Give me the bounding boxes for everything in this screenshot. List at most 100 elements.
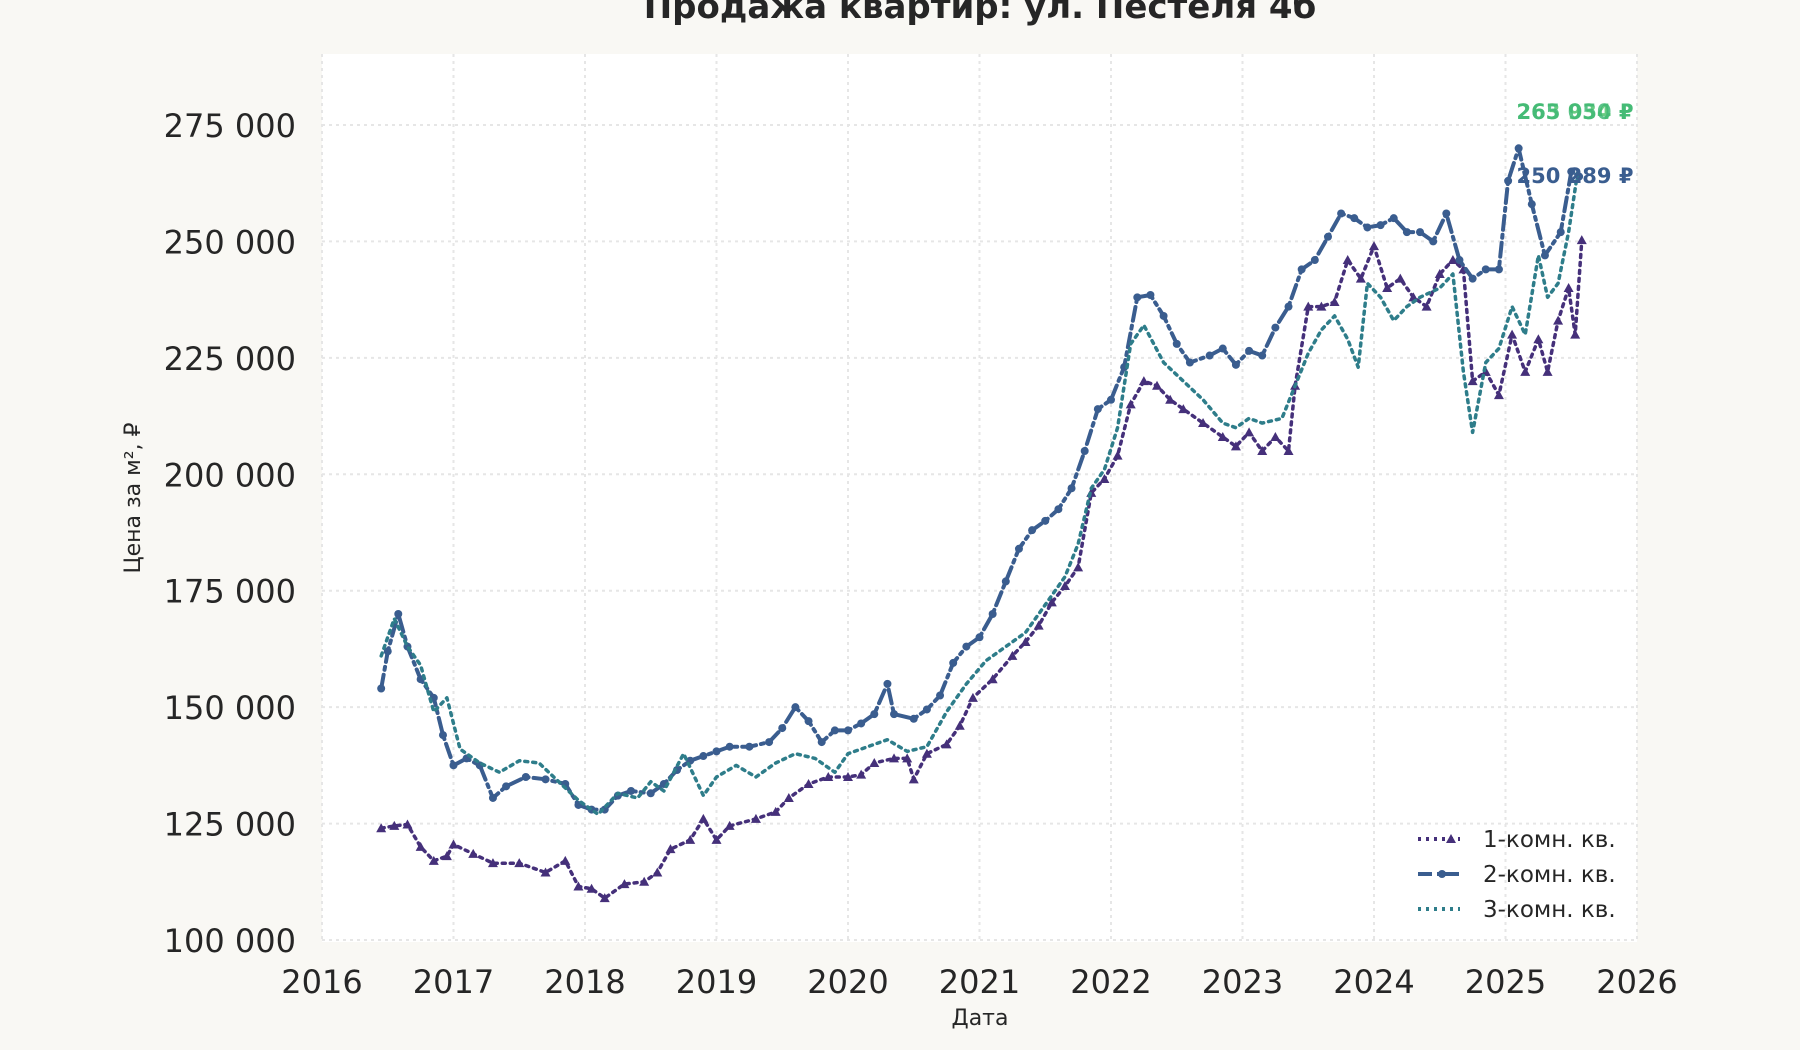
data-point (586, 883, 597, 893)
data-point (1146, 290, 1155, 299)
data-point (1107, 395, 1115, 404)
end-value-label: 263 934 ₽ (1517, 100, 1634, 124)
data-point (712, 747, 721, 756)
data-point (1283, 446, 1294, 455)
data-point (1494, 265, 1503, 274)
data-point (783, 792, 794, 802)
y-tick-label: 275 000 (164, 107, 296, 145)
data-point (394, 610, 403, 618)
data-point (1014, 544, 1023, 553)
data-point (1099, 473, 1110, 483)
data-point (1429, 237, 1438, 246)
data-point (448, 839, 459, 849)
data-point (1284, 302, 1293, 311)
y-tick-label: 150 000 (164, 689, 296, 727)
data-point (1152, 380, 1163, 390)
data-point (377, 684, 386, 693)
data-point (890, 710, 899, 719)
data-point (750, 813, 761, 823)
data-point (1067, 484, 1076, 493)
data-point (883, 679, 892, 688)
data-point (665, 844, 676, 854)
data-point (1230, 441, 1241, 451)
y-tick-label: 200 000 (164, 456, 296, 494)
data-point (1159, 311, 1168, 320)
y-axis-label: Цена за м², ₽ (121, 422, 146, 573)
data-point (1323, 232, 1332, 241)
end-labels: 250 289 ₽ 263 934 ₽265 050 ₽ (1517, 100, 1634, 188)
data-point (1342, 255, 1353, 265)
chart-title: Продажа квартир: ул. Пестеля 4б (644, 0, 1317, 27)
data-point (1198, 418, 1209, 428)
data-point (1041, 516, 1050, 525)
data-point (487, 858, 498, 868)
data-point (1514, 144, 1523, 153)
data-point (685, 834, 696, 844)
data-point (1337, 209, 1346, 218)
data-point (541, 775, 550, 784)
data-point (438, 731, 447, 740)
x-tick-label: 2026 (1596, 963, 1677, 1001)
data-point (1020, 636, 1031, 646)
data-point (1165, 394, 1176, 404)
data-point (1376, 221, 1385, 230)
data-point (1447, 255, 1458, 265)
data-point (1001, 577, 1010, 586)
data-point (1416, 228, 1425, 237)
x-tick-label: 2018 (544, 963, 625, 1001)
data-point (1389, 214, 1398, 223)
series-line (379, 169, 1580, 817)
data-point (1434, 269, 1445, 279)
data-point (376, 823, 387, 833)
data-point (1073, 562, 1084, 572)
data-point (1467, 376, 1478, 386)
data-point (830, 726, 839, 735)
data-point (573, 881, 584, 891)
data-point (1567, 167, 1576, 176)
data-point (1556, 228, 1565, 237)
data-point (954, 720, 965, 730)
series-3 (379, 169, 1580, 817)
data-point (1244, 427, 1255, 437)
data-point (902, 753, 913, 763)
series-2 (377, 144, 1584, 814)
y-tick-label: 100 000 (164, 922, 296, 960)
data-point (803, 778, 814, 788)
y-tick-label: 225 000 (164, 340, 296, 378)
data-point (1493, 390, 1504, 400)
x-tick-label: 2020 (807, 963, 888, 1001)
legend-label: 1-комн. кв. (1483, 827, 1616, 853)
data-point (1046, 597, 1057, 607)
data-point (908, 774, 919, 784)
data-point (1540, 251, 1549, 260)
data-point (1355, 273, 1366, 283)
data-point (383, 647, 392, 656)
data-point (699, 752, 708, 761)
x-tick-label: 2016 (281, 963, 362, 1001)
legend: 1-комн. кв. 2-комн. кв. 3-комн. кв. (1418, 827, 1616, 923)
data-point (428, 855, 439, 865)
data-point (791, 703, 800, 712)
data-point (521, 773, 530, 781)
end-value-label: 265 050 ₽ (1517, 100, 1634, 124)
data-point (1185, 358, 1194, 367)
data-point (1468, 274, 1477, 283)
data-point (1028, 526, 1037, 535)
data-point (857, 719, 866, 728)
data-point (1007, 650, 1018, 660)
data-point (1504, 176, 1513, 185)
data-point (804, 717, 813, 726)
data-point (1270, 432, 1281, 442)
data-point (921, 748, 932, 758)
data-point (869, 758, 880, 768)
data-point (870, 710, 879, 719)
data-point (502, 782, 511, 791)
data-point (909, 714, 918, 723)
data-point (1205, 351, 1214, 360)
legend-marker (1446, 834, 1456, 843)
data-point (1455, 256, 1464, 265)
data-point (967, 692, 978, 702)
data-point (1507, 329, 1518, 339)
data-point (1217, 432, 1228, 442)
